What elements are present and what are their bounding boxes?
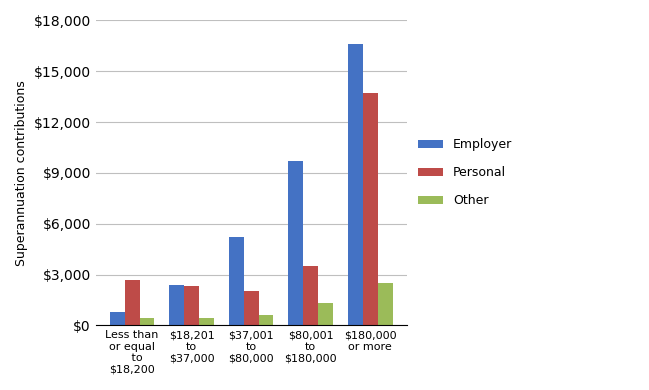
Bar (244, 291, 258, 325)
Bar (229, 237, 244, 325)
Bar (303, 266, 318, 325)
Bar (363, 93, 378, 325)
Bar (258, 315, 273, 325)
Bar (378, 283, 393, 325)
Bar (199, 318, 214, 325)
Bar (348, 44, 363, 325)
Bar (288, 161, 303, 325)
Bar (318, 303, 333, 325)
Bar (125, 280, 140, 325)
Legend: Employer, Personal, Other: Employer, Personal, Other (413, 133, 517, 213)
Bar (110, 312, 125, 325)
Bar (184, 286, 199, 325)
Bar (140, 318, 154, 325)
Y-axis label: Superannuation contributions: Superannuation contributions (15, 80, 28, 266)
Bar (169, 285, 184, 325)
